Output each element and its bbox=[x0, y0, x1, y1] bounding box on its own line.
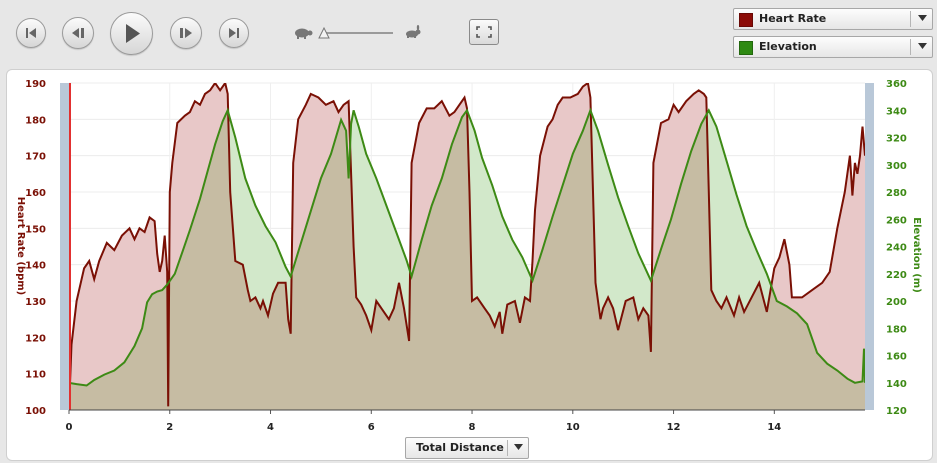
skip-to-start-icon bbox=[26, 28, 36, 38]
fast-rabbit-icon bbox=[406, 25, 421, 38]
x-axis-metric-label: Total Distance bbox=[416, 441, 504, 454]
heart-rate-series-select[interactable]: Heart Rate bbox=[733, 8, 933, 30]
fullscreen-button[interactable] bbox=[469, 19, 499, 45]
heart-rate-select-label: Heart Rate bbox=[759, 12, 827, 25]
heart-rate-swatch bbox=[739, 13, 753, 27]
play-icon bbox=[126, 24, 140, 43]
chart-panel bbox=[6, 69, 933, 461]
skip-to-end-button[interactable] bbox=[219, 18, 249, 48]
x-axis-metric-select[interactable]: Total Distance bbox=[405, 437, 529, 459]
chevron-down-icon bbox=[918, 15, 927, 21]
elevation-swatch bbox=[739, 41, 753, 55]
step-back-button[interactable] bbox=[62, 17, 94, 49]
speed-slider-track[interactable] bbox=[324, 32, 393, 34]
skip-to-start-button[interactable] bbox=[16, 18, 46, 48]
step-forward-button[interactable] bbox=[170, 17, 202, 49]
chevron-down-icon bbox=[918, 43, 927, 49]
slow-turtle-icon bbox=[295, 28, 313, 39]
expand-icon bbox=[476, 26, 492, 38]
playback-toolbar: Heart Rate Elevation bbox=[0, 0, 937, 66]
step-back-icon bbox=[72, 28, 84, 38]
speed-slider-thumb[interactable] bbox=[318, 27, 330, 39]
elevation-series-select[interactable]: Elevation bbox=[733, 36, 933, 58]
chevron-down-icon bbox=[514, 444, 523, 450]
play-button[interactable] bbox=[110, 12, 153, 55]
skip-to-end-icon bbox=[229, 28, 239, 38]
elevation-select-label: Elevation bbox=[759, 40, 817, 53]
step-forward-icon bbox=[180, 28, 192, 38]
